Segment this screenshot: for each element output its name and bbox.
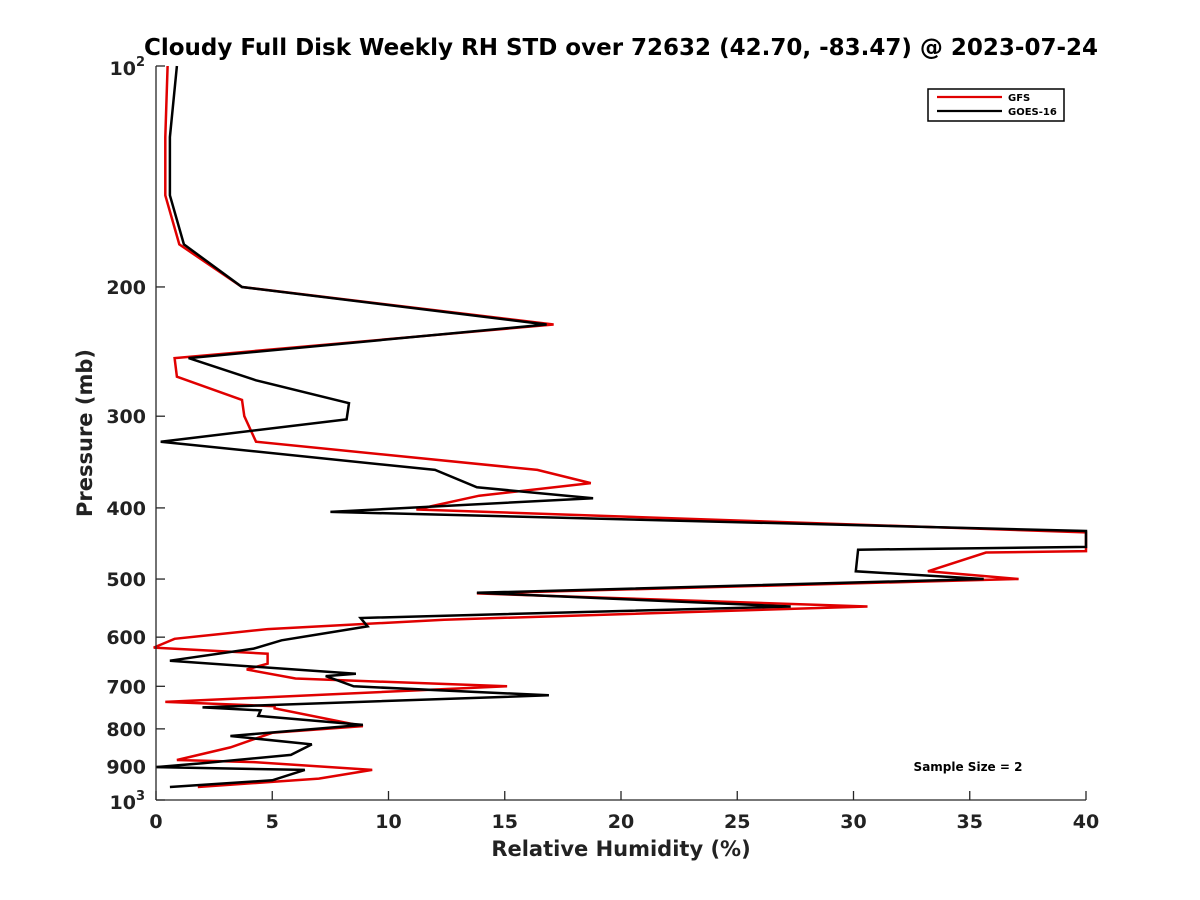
y-tick-exponent: 3 bbox=[136, 789, 145, 804]
y-tick-label: 102 bbox=[110, 55, 146, 80]
y-tick-label: 700 bbox=[106, 676, 146, 698]
x-tick-label: 5 bbox=[266, 811, 279, 833]
x-tick-label: 40 bbox=[1073, 811, 1099, 833]
x-tick-label: 10 bbox=[375, 811, 401, 833]
x-tick-label: 35 bbox=[957, 811, 983, 833]
x-tick-label: 30 bbox=[840, 811, 866, 833]
y-tick-label: 400 bbox=[106, 498, 146, 520]
x-tick-label: 20 bbox=[608, 811, 634, 833]
series-line-goes16 bbox=[155, 65, 1088, 789]
sample-size-annotation: Sample Size = 2 bbox=[914, 760, 1023, 774]
y-tick-exponent: 2 bbox=[136, 55, 145, 70]
x-axis-label: Relative Humidity (%) bbox=[491, 837, 750, 861]
y-tick-label: 800 bbox=[106, 719, 146, 741]
y-tick-label: 900 bbox=[106, 756, 146, 778]
y-tick-label: 300 bbox=[106, 406, 146, 428]
y-tick-label: 600 bbox=[106, 627, 146, 649]
series-lines bbox=[153, 65, 1088, 789]
y-axis-label: Pressure (mb) bbox=[73, 349, 97, 517]
y-tick-base: 10 bbox=[110, 58, 136, 80]
plot-area: 0 5 10 15 20 25 30 35 40 10220030040050060070080… bbox=[106, 55, 1099, 833]
legend-box bbox=[927, 88, 1065, 122]
chart-title: Cloudy Full Disk Weekly RH STD over 7263… bbox=[144, 35, 1098, 61]
x-tick-label: 25 bbox=[724, 811, 750, 833]
y-tick-base: 10 bbox=[110, 792, 136, 814]
plot-background bbox=[156, 66, 1086, 800]
x-tick-label: 15 bbox=[492, 811, 518, 833]
x-axis-ticks: 0 5 10 15 20 25 30 35 40 bbox=[149, 791, 1099, 833]
legend-label-gfs: GFS bbox=[1008, 93, 1030, 104]
x-tick-label: 0 bbox=[149, 811, 162, 833]
y-tick-label: 103 bbox=[110, 789, 146, 814]
legend: GFS GOES-16 bbox=[927, 88, 1065, 122]
legend-label-goes16: GOES-16 bbox=[1008, 107, 1057, 118]
y-tick-label: 500 bbox=[106, 569, 146, 591]
y-tick-label: 200 bbox=[106, 277, 146, 299]
